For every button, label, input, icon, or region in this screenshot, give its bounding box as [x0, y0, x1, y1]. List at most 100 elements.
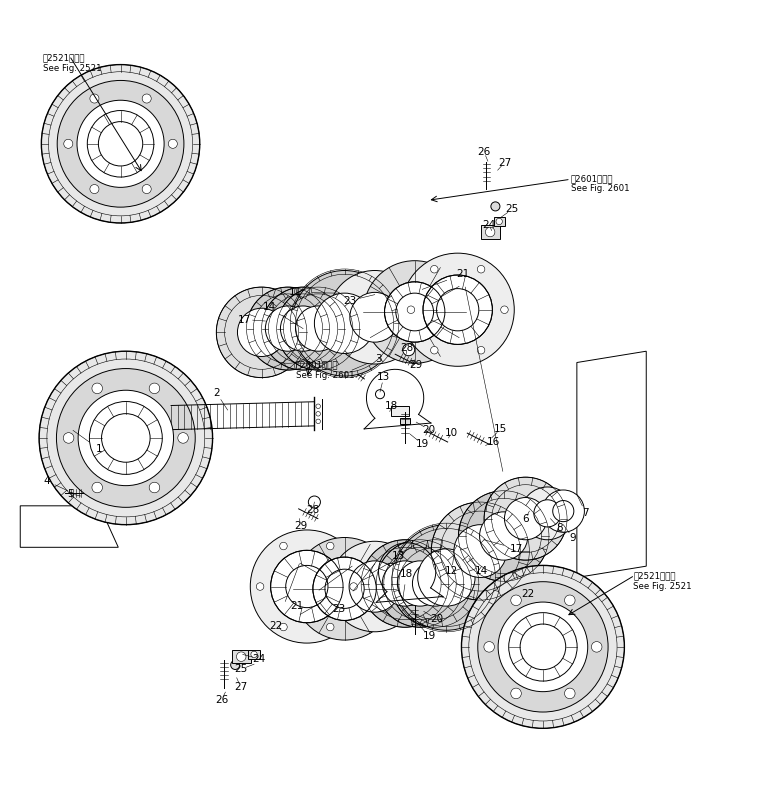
Circle shape	[525, 629, 561, 665]
Text: 19: 19	[422, 631, 436, 642]
Text: 16: 16	[487, 436, 500, 447]
Circle shape	[92, 482, 102, 493]
Circle shape	[326, 623, 334, 631]
Circle shape	[238, 308, 285, 356]
Text: 29: 29	[294, 521, 307, 531]
Text: 26: 26	[215, 695, 229, 705]
Circle shape	[361, 540, 449, 627]
Circle shape	[231, 660, 240, 670]
Text: 19: 19	[416, 439, 429, 449]
Circle shape	[423, 275, 492, 344]
Text: 26: 26	[478, 147, 491, 157]
Text: 21: 21	[291, 601, 304, 611]
Circle shape	[500, 306, 508, 314]
Circle shape	[387, 563, 396, 572]
Circle shape	[349, 561, 400, 612]
Circle shape	[279, 623, 287, 631]
Text: 24: 24	[483, 221, 496, 230]
Circle shape	[42, 65, 200, 223]
Circle shape	[276, 287, 360, 370]
Text: 1: 1	[96, 444, 103, 454]
Text: 11: 11	[289, 288, 302, 297]
Circle shape	[280, 306, 326, 351]
Circle shape	[511, 688, 522, 699]
Circle shape	[257, 583, 264, 591]
Circle shape	[431, 502, 529, 600]
Text: 6: 6	[522, 514, 529, 524]
Text: 25: 25	[506, 204, 519, 214]
Text: 24: 24	[253, 654, 266, 664]
Circle shape	[236, 652, 246, 662]
FancyBboxPatch shape	[400, 595, 419, 605]
Circle shape	[478, 347, 484, 354]
Text: 12: 12	[445, 566, 458, 576]
Circle shape	[64, 139, 73, 149]
Circle shape	[313, 557, 376, 621]
Circle shape	[217, 287, 307, 377]
Circle shape	[178, 432, 188, 444]
Circle shape	[418, 549, 475, 606]
Text: 25: 25	[234, 664, 247, 675]
Text: 22: 22	[269, 621, 282, 632]
Circle shape	[498, 602, 587, 692]
Text: 21: 21	[456, 269, 469, 280]
Circle shape	[485, 227, 495, 237]
Circle shape	[149, 482, 160, 493]
Text: 22: 22	[522, 589, 534, 599]
Circle shape	[251, 530, 363, 643]
Circle shape	[168, 139, 177, 149]
Circle shape	[103, 126, 138, 162]
Circle shape	[591, 642, 602, 652]
Text: 17: 17	[510, 544, 523, 553]
Circle shape	[484, 478, 567, 560]
Circle shape	[57, 368, 195, 507]
Text: 13: 13	[377, 372, 391, 382]
Polygon shape	[248, 650, 260, 659]
Circle shape	[92, 383, 102, 393]
Text: 9: 9	[570, 533, 576, 543]
Circle shape	[328, 271, 422, 364]
FancyBboxPatch shape	[400, 418, 410, 423]
Circle shape	[397, 561, 443, 606]
Circle shape	[496, 218, 503, 225]
Circle shape	[90, 184, 99, 194]
Circle shape	[279, 542, 287, 549]
Circle shape	[329, 541, 420, 632]
Circle shape	[326, 542, 334, 549]
Circle shape	[142, 184, 151, 194]
Text: 14: 14	[263, 302, 276, 313]
Text: 3: 3	[375, 354, 382, 364]
Circle shape	[78, 390, 173, 486]
Circle shape	[565, 595, 575, 605]
Text: 28: 28	[400, 343, 413, 353]
Circle shape	[376, 540, 464, 627]
Circle shape	[39, 351, 213, 524]
Circle shape	[462, 566, 625, 728]
Text: 7: 7	[583, 508, 589, 519]
Text: 27: 27	[498, 158, 511, 167]
Text: 18: 18	[400, 570, 413, 579]
Circle shape	[308, 496, 320, 508]
Circle shape	[401, 253, 514, 366]
Text: 23: 23	[343, 296, 357, 305]
Circle shape	[288, 568, 325, 604]
Text: 20: 20	[430, 614, 443, 624]
Circle shape	[391, 540, 479, 627]
Circle shape	[316, 404, 320, 409]
Circle shape	[251, 651, 257, 658]
Circle shape	[142, 94, 151, 103]
Circle shape	[459, 490, 549, 581]
Circle shape	[293, 537, 396, 640]
Circle shape	[511, 595, 522, 605]
Circle shape	[534, 500, 561, 527]
Text: 28: 28	[307, 504, 319, 515]
Circle shape	[375, 389, 385, 398]
Circle shape	[542, 490, 584, 532]
Text: 13: 13	[392, 551, 406, 562]
Text: 図2521図参照
See Fig. 2521: 図2521図参照 See Fig. 2521	[634, 571, 692, 591]
Circle shape	[247, 287, 329, 370]
Circle shape	[266, 306, 310, 351]
Circle shape	[58, 81, 184, 207]
Circle shape	[440, 292, 476, 328]
Circle shape	[565, 688, 575, 699]
